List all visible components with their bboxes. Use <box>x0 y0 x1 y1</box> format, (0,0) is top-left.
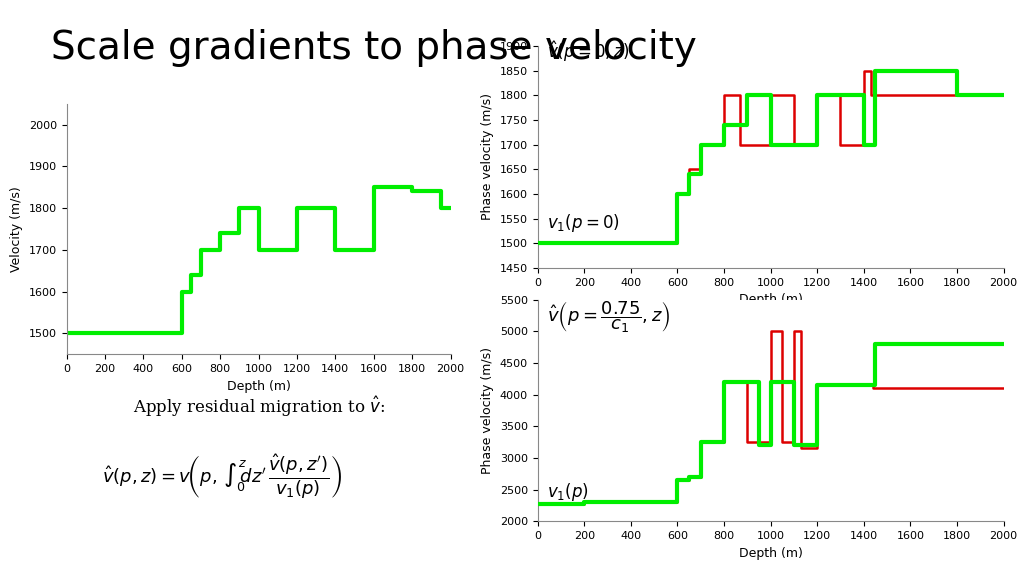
Text: Apply residual migration to $\hat{v}$:: Apply residual migration to $\hat{v}$: <box>133 395 385 419</box>
Y-axis label: Phase velocity (m/s): Phase velocity (m/s) <box>481 347 495 474</box>
X-axis label: Depth (m): Depth (m) <box>738 293 803 306</box>
Y-axis label: Phase velocity (m/s): Phase velocity (m/s) <box>481 93 495 221</box>
X-axis label: Depth (m): Depth (m) <box>738 547 803 559</box>
Text: $v_1(p=0)$: $v_1(p=0)$ <box>547 213 620 234</box>
Text: $v_1(p)$: $v_1(p)$ <box>547 481 589 503</box>
Text: $\hat{v}(p,z) = v\!\left(p,\,\int_0^z\!\! dz'\,\dfrac{\hat{v}(p,z')}{v_1(p)}\rig: $\hat{v}(p,z) = v\!\left(p,\,\int_0^z\!\… <box>102 452 342 501</box>
Text: $\hat{v}\left(p=\dfrac{0.75}{c_1},z\right)$: $\hat{v}\left(p=\dfrac{0.75}{c_1},z\righ… <box>547 299 670 335</box>
Y-axis label: Velocity (m/s): Velocity (m/s) <box>10 186 24 272</box>
Text: $\hat{v}(p=0,z)$: $\hat{v}(p=0,z)$ <box>547 40 629 65</box>
Text: Scale gradients to phase velocity: Scale gradients to phase velocity <box>51 29 697 67</box>
X-axis label: Depth (m): Depth (m) <box>226 380 291 392</box>
